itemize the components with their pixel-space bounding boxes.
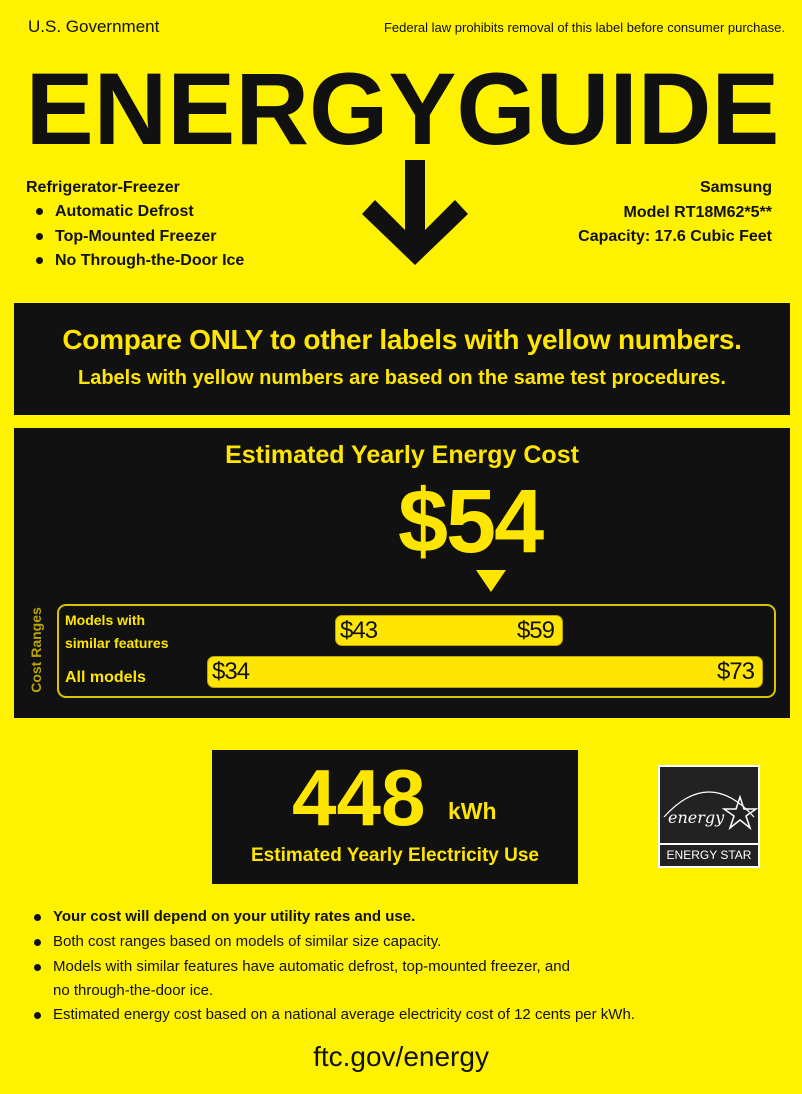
all-low: $34 <box>212 658 250 685</box>
note: Estimated energy cost based on a nationa… <box>53 1006 635 1023</box>
model: Model RT18M62*5** <box>623 203 773 221</box>
feature: No Through-the-Door Ice <box>55 252 245 269</box>
arrow-down-icon <box>362 160 468 265</box>
compare-panel: Compare ONLY to other labels with yellow… <box>14 303 790 415</box>
cost-marker-icon <box>476 570 506 592</box>
product-type: Refrigerator-Freezer <box>26 179 180 196</box>
energy-star-icon: energy <box>663 791 758 831</box>
all-range-bar: $34 $73 <box>207 656 763 688</box>
yearly-cost: $54 <box>398 472 544 572</box>
issuer: U.S. Government <box>28 17 160 36</box>
all-high: $73 <box>716 658 755 685</box>
kwh-value: 448 <box>292 753 426 842</box>
energyguide-title: ENERGYGUIDE <box>25 52 780 166</box>
note: Both cost ranges based on models of simi… <box>53 933 442 950</box>
feature: Automatic Defrost <box>55 203 194 220</box>
similar-high: $59 <box>516 617 555 644</box>
energy-script: energy <box>668 808 725 827</box>
energy-star-logo: energy ENERGY STAR <box>658 765 760 868</box>
compare-headline: Compare ONLY to other labels with yellow… <box>62 324 742 355</box>
compare-subline: Labels with yellow numbers are based on … <box>78 367 726 389</box>
energy-star-label: ENERGY STAR <box>660 845 758 866</box>
removal-notice: Federal law prohibits removal of this la… <box>383 20 785 35</box>
electricity-label: Estimated Yearly Electricity Use <box>251 845 539 866</box>
electricity-panel: 448 kWh Estimated Yearly Electricity Use <box>212 750 578 884</box>
cost-panel: Estimated Yearly Energy Cost $54 Cost Ra… <box>14 428 790 718</box>
feature: Top-Mounted Freezer <box>55 228 217 245</box>
note: Models with similar features have automa… <box>53 958 570 975</box>
cost-ranges-label: Cost Ranges <box>28 607 44 693</box>
brand: Samsung <box>699 179 772 196</box>
all-models-label: All models <box>65 669 146 686</box>
similar-low: $43 <box>340 617 378 644</box>
note: Your cost will depend on your utility ra… <box>53 908 416 925</box>
ftc-link[interactable]: ftc.gov/energy <box>313 1041 489 1072</box>
similar-label-1: Models with <box>65 612 146 628</box>
note-continued: no through-the-door ice. <box>53 982 214 999</box>
similar-range-bar: $43 $59 <box>335 615 563 646</box>
kwh-unit: kWh <box>448 798 497 824</box>
cost-title: Estimated Yearly Energy Cost <box>225 441 579 469</box>
similar-label-2: similar features <box>65 635 169 651</box>
cost-ranges-box <box>57 604 776 698</box>
capacity: Capacity: 17.6 Cubic Feet <box>578 228 772 245</box>
